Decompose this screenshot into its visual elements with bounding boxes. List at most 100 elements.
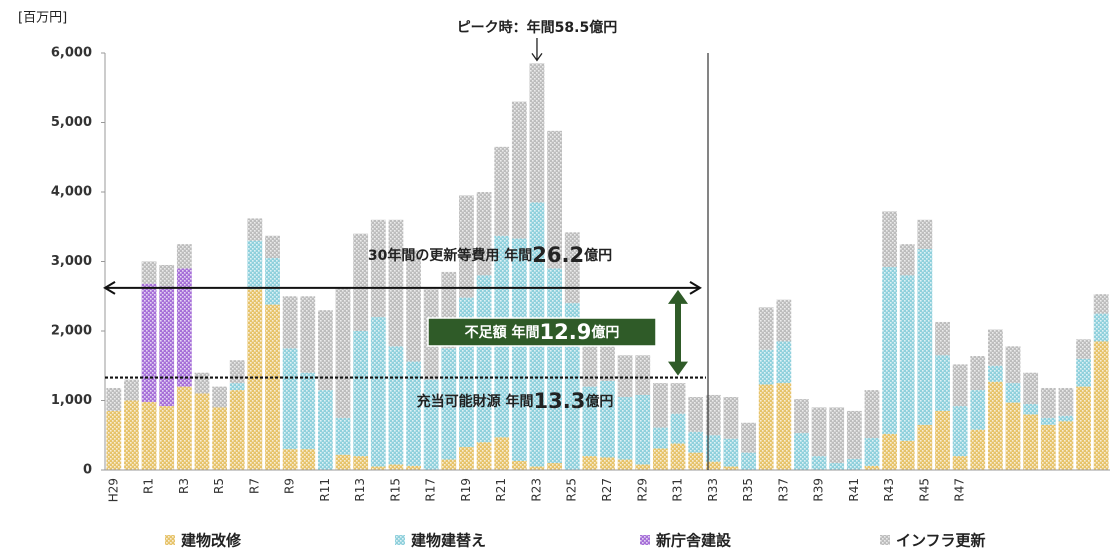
bar-segment — [1023, 414, 1039, 470]
x-tick-label: R11 — [318, 478, 332, 502]
bar-segment — [864, 438, 880, 466]
x-tick-label: R13 — [353, 478, 367, 502]
bar-segment — [917, 248, 933, 425]
bar-segment — [811, 456, 827, 470]
bar-segment — [1040, 424, 1056, 470]
bar-segment — [970, 356, 986, 391]
bar-segment — [776, 383, 792, 470]
x-tick-label: R33 — [706, 478, 720, 502]
bar-segment — [370, 219, 386, 318]
bar-segment — [529, 466, 545, 470]
bar-segment — [388, 464, 404, 470]
bar-segment — [899, 275, 915, 441]
bar-segment — [776, 341, 792, 384]
funding-annotation: 充当可能財源 年間13.3億円 — [417, 389, 614, 413]
total-cost-annotation: 30年間の更新等費用 年間26.2億円 — [368, 243, 612, 267]
bar-segment — [1023, 403, 1039, 415]
bar-segment — [212, 386, 228, 408]
y-tick-label: 3,000 — [51, 254, 92, 269]
y-tick-label: 1,000 — [51, 393, 92, 408]
bar-segment — [882, 267, 898, 434]
bar-segment — [176, 244, 192, 269]
bar-segment — [582, 344, 598, 387]
bar-segment — [1005, 383, 1021, 403]
bar-segment — [529, 63, 545, 203]
bar-segment — [899, 440, 915, 470]
bar-segment — [124, 400, 139, 470]
x-tick-label: R21 — [494, 478, 508, 502]
bar-segment — [141, 261, 157, 284]
shortfall-unit: 億円 — [591, 324, 619, 341]
y-tick-label: 2,000 — [51, 324, 92, 339]
bar-segment — [247, 240, 263, 290]
bar-segment — [476, 192, 492, 276]
bar-segment — [794, 399, 809, 434]
bar-segment — [688, 452, 704, 470]
legend-label: 建物建替え — [411, 532, 486, 550]
bar-segment — [987, 365, 1003, 382]
bar-segment — [388, 346, 404, 465]
y-tick-label: 4,000 — [51, 185, 92, 200]
bar-segment — [899, 244, 915, 276]
bar-segment — [176, 268, 192, 387]
bar-segment — [247, 218, 263, 241]
x-tick-label: H29 — [106, 478, 120, 502]
x-tick-label: R25 — [565, 478, 579, 502]
funding-text: 充当可能財源 年間 — [417, 393, 534, 410]
bar-segment — [882, 433, 898, 470]
bar-segment — [1040, 387, 1056, 418]
bar-segment — [882, 211, 898, 268]
bar-segment — [723, 397, 739, 439]
bar-segment — [370, 317, 386, 467]
bar-segment — [617, 355, 633, 398]
bar-segment — [194, 372, 210, 394]
bar-segment — [776, 299, 792, 342]
bar-segment — [494, 437, 510, 470]
bar-segment — [335, 287, 351, 418]
bar-segment — [229, 383, 245, 391]
bar-segment — [794, 433, 809, 470]
bar-segment — [106, 387, 122, 411]
y-axis-label: [百万円] — [18, 11, 67, 26]
bar-segment — [282, 348, 298, 450]
bar-segment — [282, 449, 298, 470]
bar-segment — [511, 460, 527, 470]
x-tick-label: R41 — [847, 478, 861, 502]
bar-segment — [670, 413, 686, 444]
bar-segment — [1076, 386, 1091, 470]
bar-segment — [353, 233, 369, 331]
bar-segment — [159, 264, 175, 287]
bar-segment — [176, 386, 192, 470]
x-tick-label: R19 — [459, 478, 473, 502]
bar-segment — [829, 407, 845, 464]
bar-segment — [705, 461, 721, 470]
x-tick-label: R39 — [812, 478, 826, 502]
bar-segment — [741, 452, 756, 470]
bar-segment — [459, 447, 474, 470]
x-tick-label: R3 — [177, 478, 191, 494]
x-tick-label: R1 — [142, 478, 156, 494]
bar-segment — [1093, 294, 1109, 314]
bar-segment — [265, 258, 280, 305]
y-tick-label: 0 — [83, 463, 92, 478]
bar-segment — [353, 456, 369, 470]
bar-segment — [317, 390, 333, 470]
bar-segment — [1005, 402, 1021, 470]
legend-swatch — [640, 535, 650, 545]
bar-segment — [441, 459, 457, 470]
bar-segment — [388, 219, 404, 347]
bar-segment — [705, 435, 721, 462]
bar-segment — [229, 390, 245, 470]
bar-segment — [1058, 387, 1074, 416]
bar-segment — [917, 219, 933, 249]
bar-segment — [635, 394, 651, 465]
bar-segment — [476, 442, 492, 470]
bar-segment — [635, 464, 651, 470]
y-tick-label: 5,000 — [51, 115, 92, 130]
legend-label: インフラ更新 — [896, 532, 986, 550]
x-tick-label: R5 — [212, 478, 226, 494]
x-tick-label: R47 — [953, 478, 967, 502]
total-cost-unit: 億円 — [584, 247, 612, 264]
bar-segment — [265, 304, 280, 470]
bar-segment — [582, 386, 598, 457]
